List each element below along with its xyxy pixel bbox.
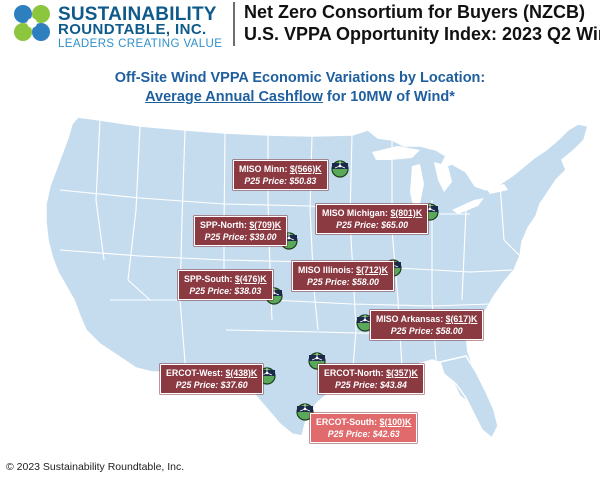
callout-price: P25 Price: $43.84 <box>334 380 407 390</box>
callout-spp-south: SPP-South: $(476)K P25 Price: $38.03 <box>178 270 273 300</box>
lake-huron <box>434 162 452 192</box>
callout-cashflow: $(438)K <box>225 368 258 378</box>
callout-cashflow: $(712)K <box>356 265 388 275</box>
callout-name: MISO Michigan: <box>322 208 388 218</box>
map-subtitle-rest: for 10MW of Wind* <box>322 89 455 105</box>
lake-erie <box>452 198 484 214</box>
callout-price: P25 Price: $42.63 <box>327 429 400 439</box>
copyright-footer: © 2023 Sustainability Roundtable, Inc. <box>6 461 185 473</box>
callout-name: ERCOT-South: <box>316 417 378 427</box>
callout-ercot-north: ERCOT-North: $(357)K P25 Price: $43.84 <box>318 364 424 394</box>
callout-ercot-south: ERCOT-South: $(100)K P25 Price: $42.63 <box>310 413 418 443</box>
callout-name: MISO Minn: <box>239 164 288 174</box>
wind-turbine-icon <box>296 403 314 421</box>
callout-name: ERCOT-West: <box>166 368 224 378</box>
callout-cashflow: $(801)K <box>390 208 423 218</box>
lake-superior <box>372 146 420 160</box>
callout-cashflow: $(357)K <box>386 368 418 378</box>
callout-price: P25 Price: $65.00 <box>336 220 409 230</box>
callout-cashflow: $(617)K <box>445 314 478 324</box>
header-divider <box>233 2 235 46</box>
callout-price: P25 Price: $58.00 <box>307 277 379 287</box>
callout-ercot-west: ERCOT-West: $(438)K P25 Price: $37.60 <box>160 364 264 394</box>
callout-cashflow: $(476)K <box>234 274 267 284</box>
lake-michigan <box>410 164 424 210</box>
callout-miso-arkansas: MISO Arkansas: $(617)K P25 Price: $58.00 <box>370 310 484 340</box>
callout-name: SPP-South: <box>184 274 233 284</box>
callout-cashflow: $(566)K <box>289 164 322 174</box>
page-title-line2: U.S. VPPA Opportunity Index: 2023 Q2 Win… <box>244 24 600 44</box>
callout-miso-minn: MISO Minn: $(566)K P25 Price: $50.83 <box>233 160 328 190</box>
callout-cashflow: $(709)K <box>249 220 282 230</box>
callout-price: P25 Price: $58.00 <box>390 326 463 336</box>
florida-shape <box>439 355 499 440</box>
callout-name: ERCOT-North: <box>324 368 384 378</box>
callout-price: P25 Price: $50.83 <box>244 176 317 186</box>
callout-name: SPP-North: <box>200 220 247 230</box>
map-subtitle-line1: Off-Site Wind VPPA Economic Variations b… <box>114 70 486 86</box>
callout-price: P25 Price: $38.03 <box>189 286 262 296</box>
callout-price: P25 Price: $37.60 <box>175 380 248 390</box>
page-title-line1: Net Zero Consortium for Buyers (NZCB) <box>244 2 586 22</box>
callout-price: P25 Price: $39.00 <box>204 232 277 242</box>
map-subtitle-underlined: Average Annual Cashflow <box>145 89 323 105</box>
callout-spp-north: SPP-North: $(709)K P25 Price: $39.00 <box>194 216 288 246</box>
lake-ontario <box>486 184 508 194</box>
logo-circles-icon <box>14 5 50 41</box>
callout-cashflow: $(100)K <box>379 417 412 427</box>
callout-name: MISO Arkansas: <box>376 314 444 324</box>
company-logo: SUSTAINABILITY ROUNDTABLE, INC. LEADERS … <box>12 3 232 50</box>
map-subtitle-line2: Average Annual Cashflow for 10MW of Wind… <box>0 89 600 105</box>
callout-miso-illinois: MISO Illinois: $(712)K P25 Price: $58.00 <box>292 261 394 291</box>
wind-turbine-icon <box>331 160 349 178</box>
callout-miso-michigan: MISO Michigan: $(801)K P25 Price: $65.00 <box>316 204 429 234</box>
logo-name-line1: SUSTAINABILITY <box>58 4 217 25</box>
callout-name: MISO Illinois: <box>298 265 354 275</box>
logo-name-line2: ROUNDTABLE, INC. <box>58 21 207 38</box>
logo-tagline-text: LEADERS CREATING VALUE <box>58 38 223 50</box>
